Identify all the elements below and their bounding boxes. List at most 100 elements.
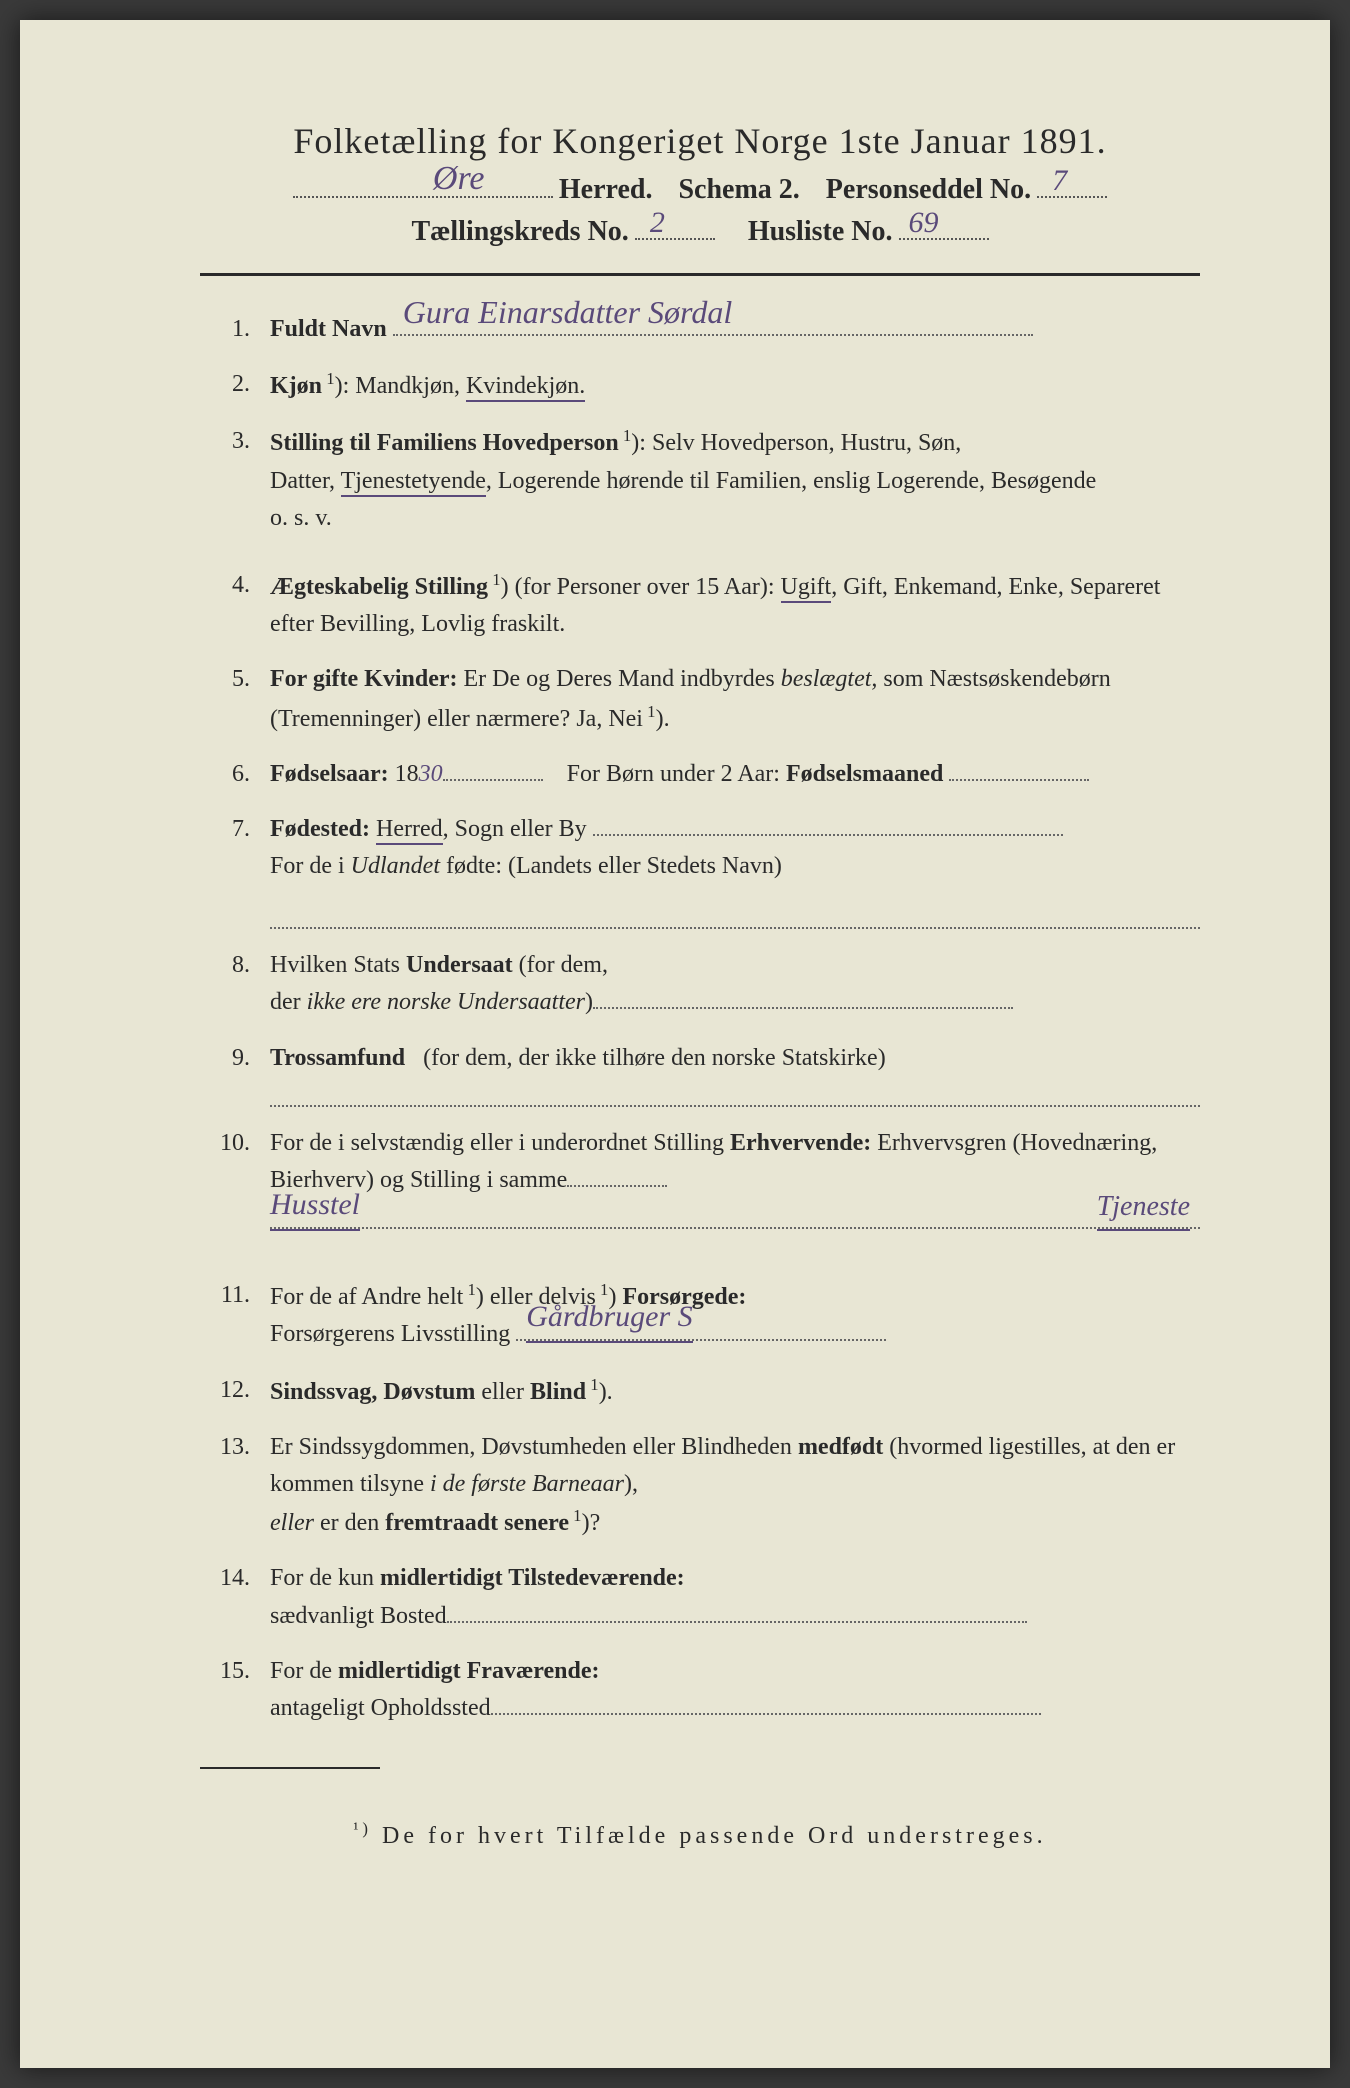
item-9: 9. Trossamfund (for dem, der ikke tilhør…: [200, 1040, 1200, 1107]
label-12: Sindssvag, Døvstum: [270, 1379, 475, 1405]
divider: [200, 273, 1200, 276]
label-6: Fødselsaar:: [270, 761, 389, 787]
label-12b: Blind: [530, 1379, 586, 1405]
label-4: Ægteskabelig Stilling: [270, 574, 488, 600]
header-row-1: Øre Herred. Schema 2. Personseddel No. 7: [200, 170, 1200, 206]
num-15: 15.: [200, 1653, 270, 1727]
label-6c: Fødselsmaaned: [786, 761, 943, 787]
item-10: 10. For de i selvstændig eller i underor…: [200, 1125, 1200, 1259]
name-field: Gura Einarsdatter Sørdal: [393, 334, 1033, 336]
num-14: 14.: [200, 1560, 270, 1634]
item-6: 6. Fødselsaar: 1830 For Børn under 2 Aar…: [200, 756, 1200, 793]
i8-text1: Hvilken Stats: [270, 952, 406, 978]
num-2: 2.: [200, 366, 270, 405]
kreds-hw: 2: [650, 206, 665, 240]
num-7: 7.: [200, 811, 270, 929]
year-hw: 30: [419, 761, 443, 787]
i7-udl: Udlandet: [351, 853, 440, 879]
num-1: 1.: [200, 311, 270, 348]
herred-label: Herred.: [559, 174, 653, 206]
i13-text1: Er Sindssygdommen, Døvstumheden eller Bl…: [270, 1434, 798, 1460]
item-14: 14. For de kun midlertidigt Tilstedevære…: [200, 1560, 1200, 1634]
page-title: Folketælling for Kongeriget Norge 1ste J…: [200, 120, 1200, 162]
label-2: Kjøn: [270, 373, 322, 399]
ugift-underlined: Ugift: [781, 574, 832, 603]
num-6: 6.: [200, 756, 270, 793]
i5-text1: Er De og Deres Mand indbyrdes: [464, 666, 781, 692]
i7-text1: , Sogn eller By: [443, 816, 587, 842]
personseddel-label: Personseddel No.: [826, 174, 1031, 206]
husliste-field: 69: [899, 212, 989, 240]
i13-text4: er den: [314, 1510, 385, 1536]
husliste-label: Husliste No.: [748, 216, 893, 248]
kvindekjon-underlined: Kvindekjøn.: [466, 373, 585, 402]
label-3: Stilling til Familiens Hovedperson: [270, 430, 619, 456]
item-4: 4. Ægteskabelig Stilling 1) (for Persone…: [200, 567, 1200, 643]
i3-text2: Datter,: [270, 468, 341, 494]
label-7: Fødested:: [270, 816, 370, 842]
kreds-label: Tællingskreds No.: [411, 216, 628, 248]
i9-text: (for dem, der ikke tilhøre den norske St…: [423, 1045, 886, 1071]
num-5: 5.: [200, 661, 270, 737]
i8-text3: der: [270, 989, 307, 1015]
i10-hw2: Tjeneste: [1097, 1185, 1190, 1231]
item-13: 13. Er Sindssygdommen, Døvstumheden elle…: [200, 1429, 1200, 1543]
footnote: ¹) De for hvert Tilfælde passende Ord un…: [200, 1819, 1200, 1850]
item-11: 11. For de af Andre helt 1) eller delvis…: [200, 1277, 1200, 1353]
label-1: Fuldt Navn: [270, 316, 387, 342]
num-10: 10.: [200, 1125, 270, 1259]
i8-text2: (for dem,: [513, 952, 608, 978]
num-12: 12.: [200, 1372, 270, 1411]
kjon-opts: Mandkjøn,: [355, 373, 466, 399]
i3-text4: o. s. v.: [270, 505, 332, 531]
num-8: 8.: [200, 947, 270, 1021]
i7-text2: For de i: [270, 853, 351, 879]
item-2: 2. Kjøn 1): Mandkjøn, Kvindekjøn.: [200, 366, 1200, 405]
i13-eller: eller: [270, 1510, 314, 1536]
herred-handwritten: Øre: [433, 160, 485, 198]
i11-text3: Forsørgerens Livsstilling: [270, 1321, 510, 1347]
num-11: 11.: [200, 1277, 270, 1353]
i5-besl: beslægtet,: [781, 666, 878, 692]
schema-label: Schema 2.: [678, 174, 799, 206]
label-13: medfødt: [798, 1434, 883, 1460]
label-15: midlertidigt Fraværende:: [338, 1658, 600, 1684]
i3-text1: Selv Hovedperson, Hustru, Søn,: [652, 430, 961, 456]
num-13: 13.: [200, 1429, 270, 1543]
footnote-rule: [200, 1767, 380, 1769]
i13-text3: ),: [624, 1471, 638, 1497]
num-3: 3.: [200, 423, 270, 537]
herred-underlined: Herred: [376, 816, 443, 845]
i7-text3: fødte: (Landets eller Stedets Navn): [440, 853, 782, 879]
label-8: Undersaat: [406, 952, 513, 978]
num-4: 4.: [200, 567, 270, 643]
i10-hw1: Husstel: [270, 1182, 360, 1232]
label-5: For gifte Kvinder:: [270, 666, 458, 692]
i13-ital: i de første Barneaar: [430, 1471, 624, 1497]
item-5: 5. For gifte Kvinder: Er De og Deres Man…: [200, 661, 1200, 737]
i8-ikke: ikke ere norske Undersaatter: [307, 989, 585, 1015]
item-7: 7. Fødested: Herred, Sogn eller By For d…: [200, 811, 1200, 929]
i11-text1: For de af Andre helt: [270, 1284, 463, 1310]
i15-text1: For de: [270, 1658, 338, 1684]
personseddel-hw: 7: [1052, 164, 1067, 198]
label-13b: fremtraadt senere: [385, 1510, 569, 1536]
num-9: 9.: [200, 1040, 270, 1107]
i11-hw: Gårdbruger S: [526, 1294, 692, 1344]
i14-text1: For de kun: [270, 1565, 380, 1591]
label-9: Trossamfund: [270, 1045, 405, 1071]
item-12: 12. Sindssvag, Døvstum eller Blind 1).: [200, 1372, 1200, 1411]
item-1: 1. Fuldt Navn Gura Einarsdatter Sørdal: [200, 311, 1200, 348]
tjeneste-underlined: Tjenestetyende: [341, 468, 486, 497]
footnote-marker: ¹): [353, 1819, 372, 1838]
label-6b: For Børn under 2 Aar:: [567, 761, 780, 787]
item-8: 8. Hvilken Stats Undersaat (for dem, der…: [200, 947, 1200, 1021]
footnote-text: De for hvert Tilfælde passende Ord under…: [382, 1823, 1047, 1849]
i4-paren: (for Personer over 15 Aar):: [515, 574, 775, 600]
year-prefix: 18: [395, 761, 419, 787]
item-15: 15. For de midlertidigt Fraværende: anta…: [200, 1653, 1200, 1727]
herred-field: Øre: [293, 170, 553, 198]
kreds-field: 2: [635, 212, 715, 240]
label-10: Erhvervende:: [730, 1130, 871, 1156]
name-hw: Gura Einarsdatter Sørdal: [403, 288, 733, 338]
